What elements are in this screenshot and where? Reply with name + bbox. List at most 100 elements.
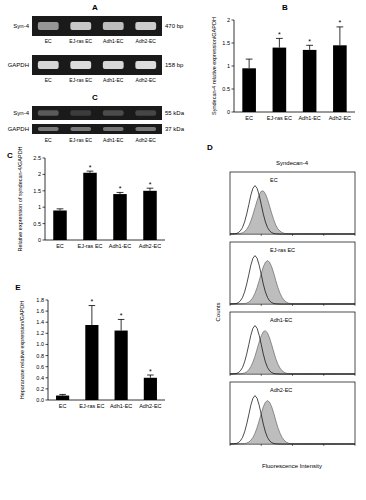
x-tick-label: EJ-ras EC	[77, 243, 102, 249]
error-cap	[118, 319, 125, 320]
x-tick-label: EJ-ras EC	[267, 115, 292, 121]
y-tick	[43, 207, 46, 208]
axis-tick	[355, 374, 356, 376]
axis-tick	[261, 234, 262, 236]
band	[38, 22, 59, 30]
y-tick-label: 0	[38, 237, 41, 243]
error-cap	[276, 38, 283, 39]
axis-tick	[323, 374, 324, 376]
bar	[143, 191, 157, 240]
x-tick-label: EC	[245, 115, 253, 121]
panel-label: Adh1-EC	[270, 317, 292, 323]
y-label: Heparanase relative expression/GAPDH	[19, 301, 25, 399]
axis-tick	[292, 374, 293, 376]
histogram-sample	[230, 191, 355, 234]
y-label: Counts	[215, 302, 221, 321]
axis-tick	[323, 444, 324, 446]
x-tick-label: Adh1-EC	[110, 403, 132, 409]
band	[103, 110, 124, 116]
axis-tick	[323, 234, 324, 236]
y-tick-label: 1	[38, 204, 41, 210]
axis-tick	[292, 304, 293, 306]
axis-tick	[355, 234, 356, 236]
y-tick	[46, 388, 49, 389]
y-axis	[48, 300, 49, 400]
significance: *	[308, 38, 311, 45]
lane-label: EJ-ras EC	[69, 38, 92, 44]
histogram-frame	[230, 312, 355, 374]
bar	[242, 68, 256, 112]
background	[0, 0, 366, 500]
x-tick-label: Adh2-EC	[139, 403, 161, 409]
panel-label: EJ-ras EC	[270, 247, 295, 253]
row-label: Syn-4	[13, 110, 29, 116]
y-tick	[46, 333, 49, 334]
y-tick-label: 1.2	[36, 330, 44, 336]
histogram-frame	[230, 172, 355, 234]
x-tick-label: Adh1-EC	[298, 115, 320, 121]
plot-area	[56, 306, 157, 400]
lane-label: EJ-ras EC	[69, 77, 92, 83]
y-tick-label: 0.8	[36, 353, 44, 359]
lane-label: EC	[45, 137, 52, 143]
x-axis	[48, 400, 165, 401]
error-cap	[59, 394, 66, 395]
significance: *	[120, 312, 123, 319]
y-tick-label: 1.4	[36, 319, 44, 325]
axis-tick	[261, 444, 262, 446]
axis-tick	[230, 304, 231, 306]
lane-label: EJ-ras EC	[69, 137, 92, 143]
significance: *	[149, 368, 152, 375]
histogram-control	[230, 396, 355, 444]
gel-row	[32, 16, 162, 36]
y-tick-label: 2	[38, 171, 41, 177]
error-cap	[336, 26, 343, 27]
lane-label: Adh1-EC	[103, 137, 124, 143]
error-cap	[306, 45, 313, 46]
y-tick-label: 0.5	[222, 86, 230, 92]
error-cap	[89, 305, 96, 306]
band	[135, 110, 156, 116]
size-label: 158 bp	[165, 62, 184, 68]
y-tick-label: 1	[227, 63, 230, 69]
bar	[85, 325, 98, 400]
y-tick	[232, 66, 235, 67]
histogram-sample	[230, 261, 355, 304]
band	[70, 127, 91, 131]
significance: *	[149, 181, 152, 188]
row-label: Syn-4	[13, 23, 29, 29]
y-label: Syndecan-4 relative expression/GAPDH	[211, 17, 217, 115]
significance: *	[119, 185, 122, 192]
x-tick-label: EC	[56, 243, 64, 249]
error-cap	[117, 192, 124, 193]
size-label: 37 kDa	[165, 126, 185, 132]
histogram-control	[230, 186, 355, 234]
y-tick-label: 0.4	[36, 375, 44, 381]
lane-label: Adh2-EC	[136, 77, 157, 83]
y-tick-label: 0.2	[36, 386, 44, 392]
x-tick-label: EJ-ras EC	[79, 403, 104, 409]
y-tick	[43, 240, 46, 241]
histogram-sample	[230, 331, 355, 374]
bar	[53, 210, 67, 240]
histogram-sample	[230, 401, 355, 444]
y-tick	[46, 300, 49, 301]
panel-label: Adh2-EC	[270, 387, 292, 393]
bar	[113, 194, 127, 240]
y-tick	[43, 174, 46, 175]
panel-letter: B	[282, 3, 288, 12]
bar	[56, 396, 69, 400]
y-tick	[46, 355, 49, 356]
band	[103, 61, 124, 69]
band	[103, 127, 124, 131]
bar	[333, 45, 347, 112]
panel-letter: E	[15, 283, 21, 292]
bar	[273, 48, 287, 112]
y-tick-label: 0.6	[36, 364, 44, 370]
y-label: Relative expression of syndecan-4/GAPDH	[17, 146, 23, 251]
band	[70, 61, 91, 69]
error-cap	[246, 59, 253, 60]
bar	[115, 331, 128, 400]
x-tick-label: Adh2-EC	[329, 115, 351, 121]
lane-label: Adh2-EC	[136, 137, 157, 143]
